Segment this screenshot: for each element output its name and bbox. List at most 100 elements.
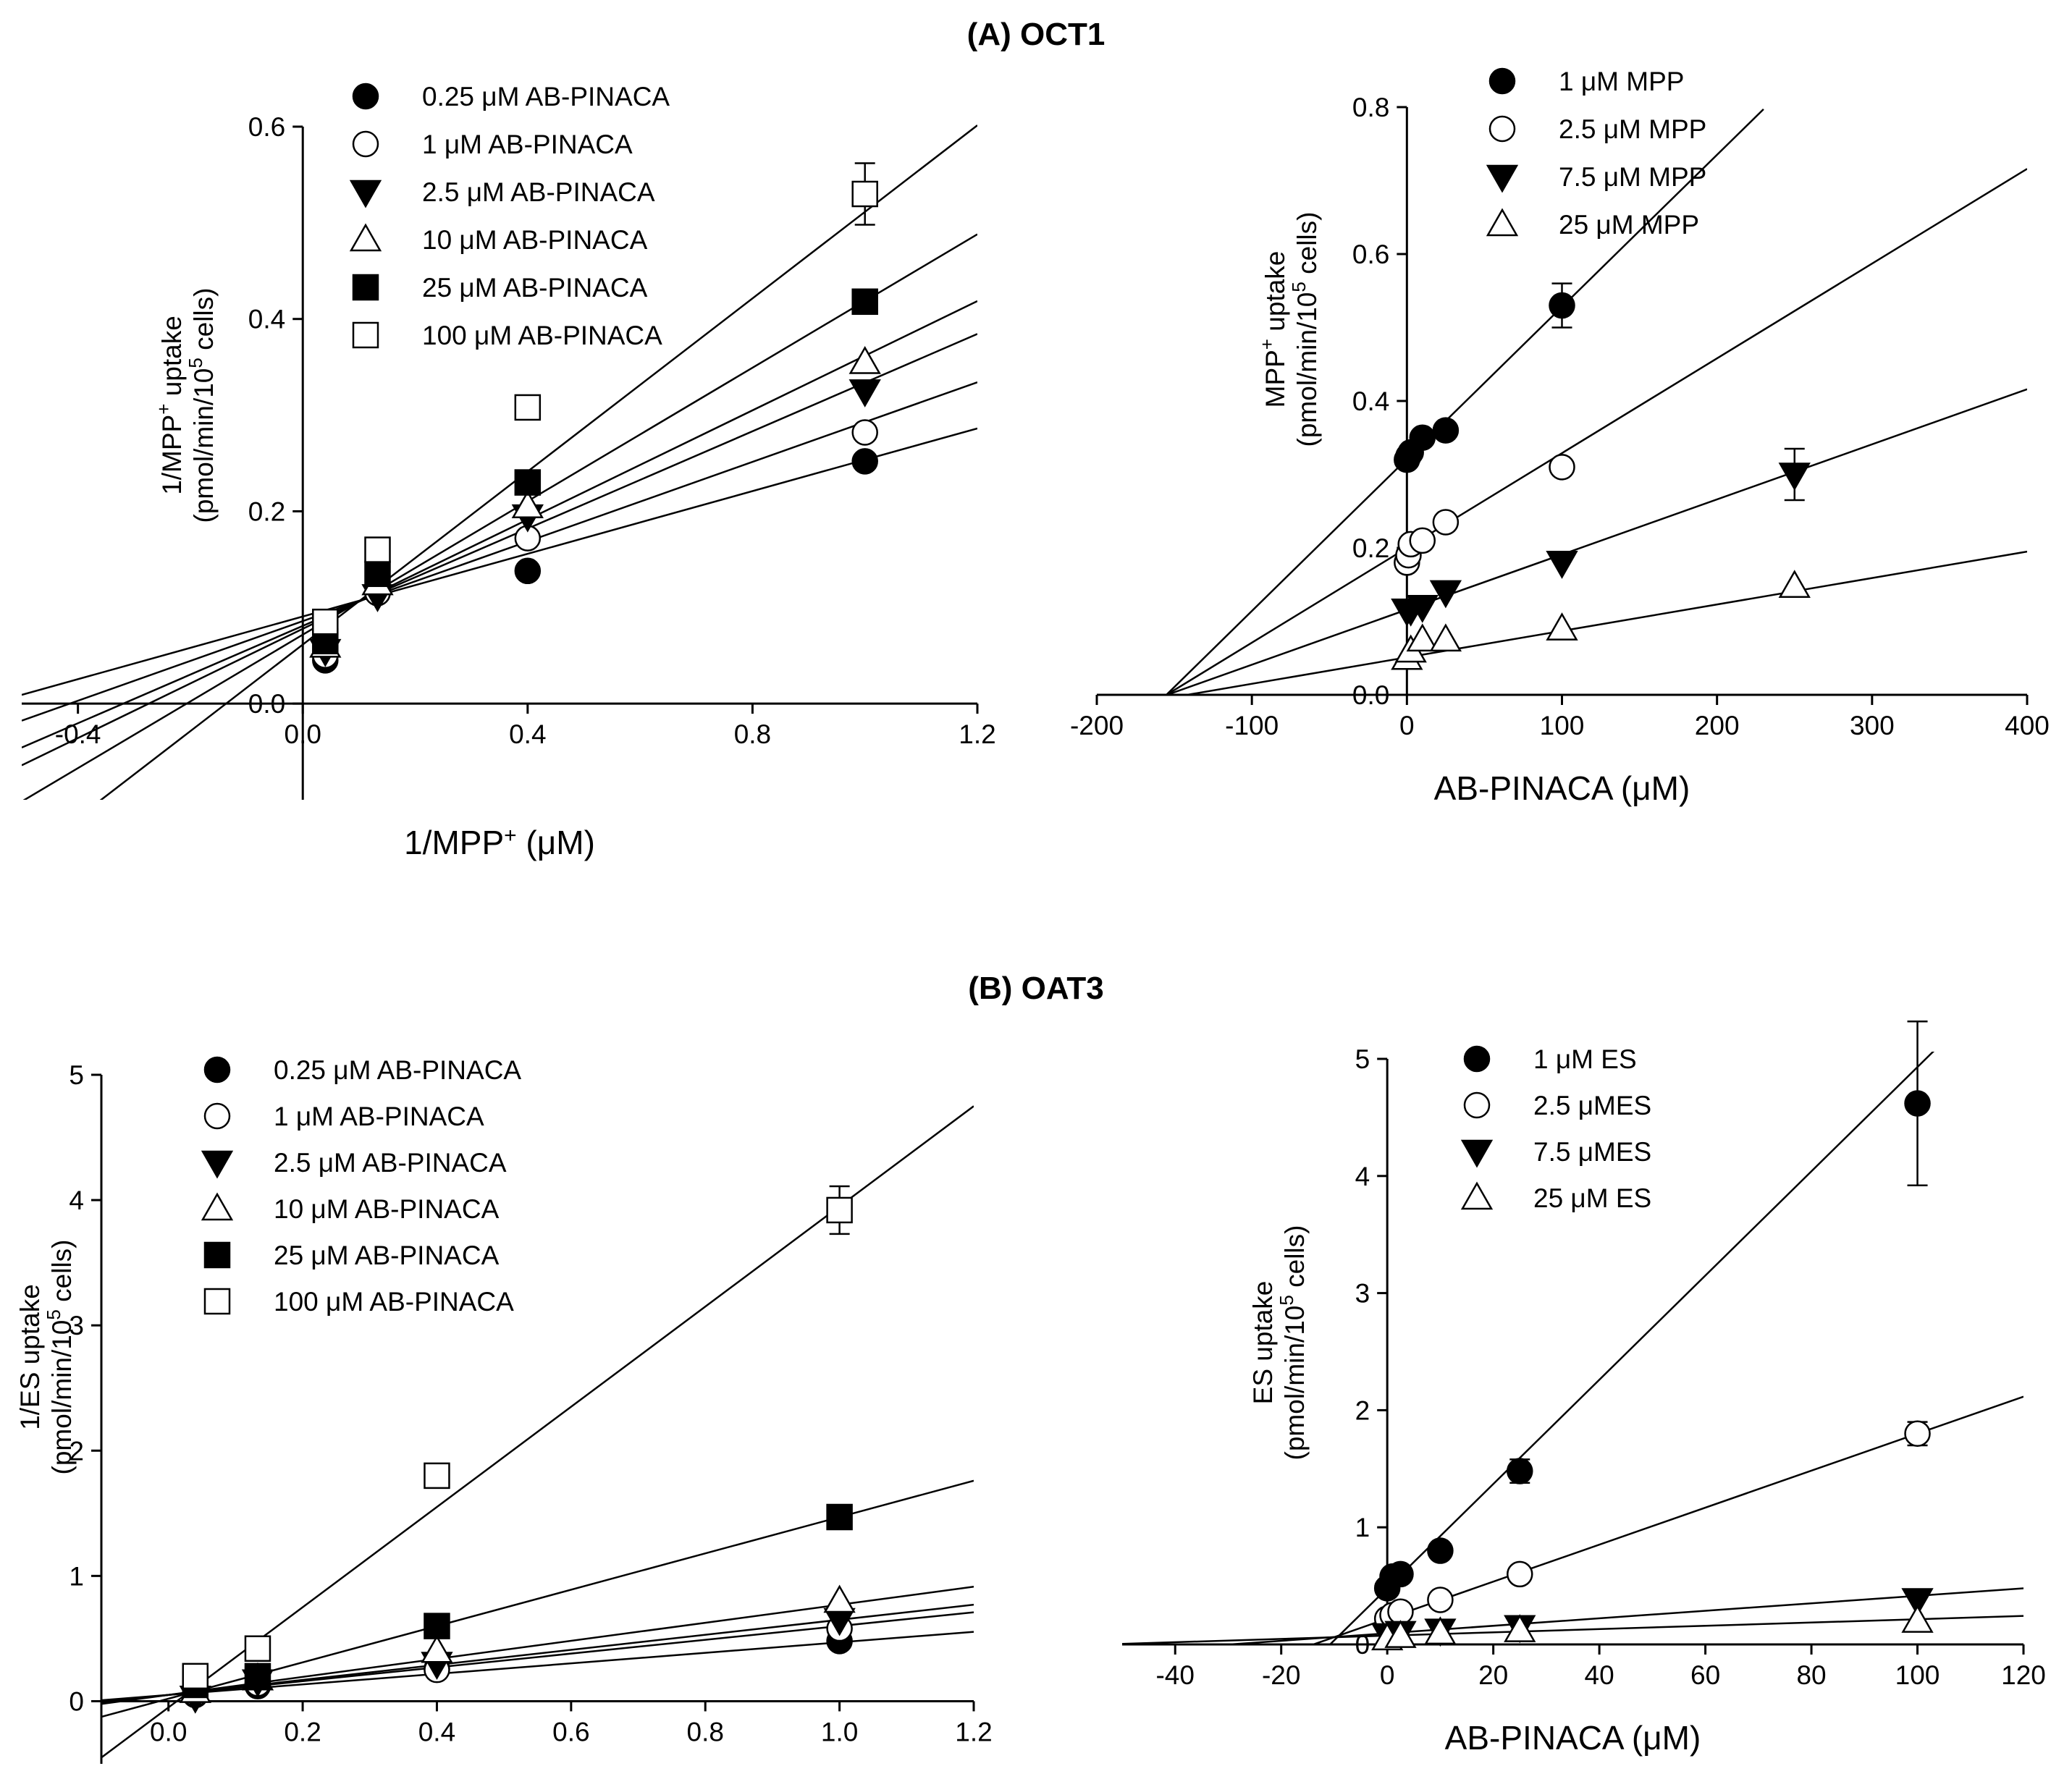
fit-line <box>1182 550 2027 695</box>
data-point <box>1409 424 1436 451</box>
fit-line <box>22 381 977 722</box>
legend-marker <box>1460 1181 1494 1210</box>
data-point <box>364 560 391 588</box>
legend-label: 25 μM MPP <box>1559 210 1699 240</box>
x-tick-label: 200 <box>1695 711 1740 740</box>
legend-label: 100 μM AB-PINACA <box>422 321 662 350</box>
y-tick-label: 0.0 <box>248 689 285 719</box>
legend-marker <box>352 274 379 301</box>
x-tick-label: 0.6 <box>552 1717 589 1746</box>
legend: 1 μM ES 2.5 μMES 7.5 μMES 25 μM ES <box>1460 1044 1651 1213</box>
legend-marker <box>352 130 379 158</box>
heading-oct1: (A) OCT1 <box>967 17 1106 52</box>
x-tick-label: 1.2 <box>959 719 995 749</box>
data-point <box>1406 623 1439 652</box>
y-tick-label: 5 <box>1355 1044 1370 1074</box>
legend-label: 25 μM AB-PINACA <box>274 1241 500 1270</box>
data-point <box>851 288 878 316</box>
legend-label: 10 μM AB-PINACA <box>274 1194 500 1224</box>
legend-marker <box>1460 1139 1494 1168</box>
data-point <box>244 1635 271 1663</box>
series <box>1394 454 1575 576</box>
data-point <box>1549 292 1575 319</box>
data-point <box>823 1584 856 1613</box>
data-point <box>182 1663 209 1690</box>
data-point <box>364 536 391 563</box>
superscript: 5 <box>1276 1295 1297 1305</box>
chart-oct1-dixon: -200 -100 0 100 200 300 400 0.0 0.2 0.4 0.6 0.8 1 μM… <box>1070 67 2050 807</box>
x-tick-label: 0.0 <box>150 1717 187 1746</box>
y-tick-label: 4 <box>1355 1162 1370 1191</box>
superscript: 5 <box>43 1309 64 1319</box>
y-tick-label: 0.6 <box>248 112 285 142</box>
data-point <box>1778 570 1811 599</box>
data-point <box>848 379 881 407</box>
superscript: + <box>1256 339 1278 350</box>
x-tick-label: 0 <box>1380 1660 1395 1690</box>
legend-label: 1 μM AB-PINACA <box>422 130 633 159</box>
series <box>182 1185 853 1690</box>
y-axis-label-line: (pmol/min/105 cells) <box>1288 212 1322 447</box>
y-axis-label-line: 1/ES uptake <box>15 1284 45 1430</box>
legend-marker <box>352 83 379 110</box>
series <box>1391 447 1811 627</box>
y-axis-label-line: (pmol/min/105 cells) <box>185 288 219 523</box>
y-tick-label: 0.0 <box>1352 680 1389 710</box>
data-point <box>826 1196 853 1224</box>
y-tick-label: 0 <box>69 1686 84 1716</box>
fit-line <box>1122 1615 2023 1644</box>
series <box>179 1608 856 1714</box>
series <box>1371 1588 1934 1652</box>
data-point <box>1427 1537 1454 1564</box>
x-tick-label: -40 <box>1155 1660 1194 1690</box>
legend-marker <box>1463 1091 1491 1119</box>
legend-marker <box>203 1288 231 1315</box>
x-tick-label: 300 <box>1850 711 1895 740</box>
series <box>309 379 881 667</box>
x-tick-label: 0.8 <box>734 719 771 749</box>
legend-label: 2.5 μM AB-PINACA <box>274 1148 507 1178</box>
legend-label: 1 μM AB-PINACA <box>274 1102 484 1131</box>
y-axis-label-line: (pmol/min/105 cells) <box>1276 1225 1310 1461</box>
x-axis-label: AB-PINACA (μM) <box>1434 769 1690 807</box>
data-point <box>1904 1090 1931 1117</box>
x-tick-label: 40 <box>1585 1660 1614 1690</box>
data-point <box>1901 1588 1934 1617</box>
legend-label: 100 μM AB-PINACA <box>274 1287 514 1317</box>
x-tick-label: 0.8 <box>687 1717 724 1746</box>
series <box>312 162 878 635</box>
x-tick-label: -20 <box>1262 1660 1300 1690</box>
data-point <box>1429 623 1462 652</box>
legend-marker <box>349 223 382 252</box>
x-axis-label: 1/MPP+ (μM) <box>404 824 595 862</box>
y-tick-label: 4 <box>69 1186 84 1215</box>
legend-label: 2.5 μMES <box>1533 1091 1651 1120</box>
data-point <box>1384 1620 1417 1648</box>
heading-oat3: (B) OAT3 <box>968 971 1103 1006</box>
legend-marker <box>1463 1045 1491 1073</box>
data-point <box>1778 462 1811 491</box>
legend: 0.25 μM AB-PINACA 1 μM AB-PINACA 2.5 μM AB… <box>201 1055 521 1317</box>
legend-marker <box>1486 164 1519 193</box>
data-point <box>1406 594 1439 623</box>
x-tick-label: 20 <box>1478 1660 1508 1690</box>
legend-label: 0.25 μM AB-PINACA <box>422 82 670 111</box>
fit-line <box>22 233 977 800</box>
series <box>309 345 881 658</box>
data-point <box>1504 1614 1536 1642</box>
fit-line <box>1217 1587 2023 1644</box>
legend-marker <box>1488 67 1516 95</box>
data-point <box>1507 1560 1533 1588</box>
legend-marker <box>201 1192 234 1221</box>
data-point <box>1427 1587 1454 1613</box>
x-tick-label: 0.4 <box>418 1717 455 1746</box>
legend-label: 10 μM AB-PINACA <box>422 225 648 255</box>
y-tick-label: 3 <box>69 1311 84 1340</box>
data-point <box>312 608 339 635</box>
superscript: + <box>153 404 174 415</box>
x-tick-label: 0.4 <box>509 719 546 749</box>
y-axis-label: 1/MPP+ uptake(pmol/min/105 cells) <box>153 288 219 523</box>
legend-label: 2.5 μM AB-PINACA <box>422 177 655 207</box>
x-tick-label: 0.0 <box>285 719 321 749</box>
